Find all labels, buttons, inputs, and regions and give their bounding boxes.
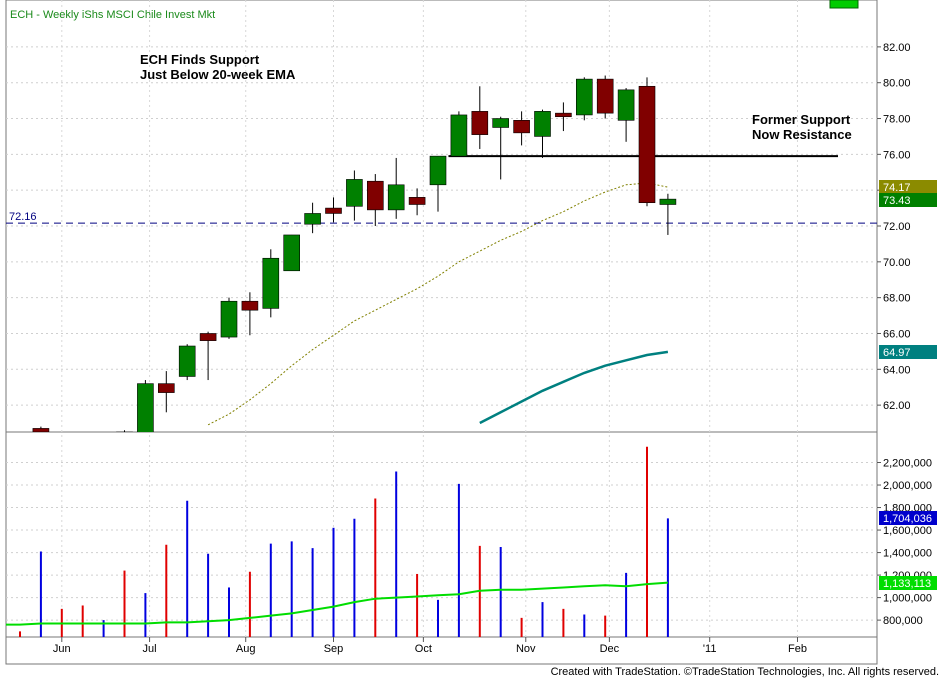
volume-tick-label: 2,200,000 — [883, 458, 932, 470]
candle-body — [387, 184, 405, 211]
annotation-resistance-line-2: Now Resistance — [752, 127, 852, 142]
candlestick-series — [12, 75, 677, 436]
price-tick-label: 78.00 — [883, 114, 911, 126]
ema-value-marker-label: 74.17 — [883, 182, 911, 194]
candle-body — [596, 78, 614, 114]
price-tick-label: 62.00 — [883, 400, 911, 412]
candle-body — [304, 213, 321, 225]
reference-line-label: 72.16 — [9, 211, 37, 223]
ema-value-marker-box — [879, 180, 937, 194]
candle-body — [178, 345, 196, 377]
candle-body — [575, 78, 593, 116]
volume-tick-label: 1,600,000 — [883, 525, 932, 537]
candle-body — [346, 179, 363, 207]
candle-body — [555, 112, 572, 118]
candle-body — [283, 234, 301, 272]
long-ma-value-marker-label: 64.97 — [883, 347, 911, 359]
candle-body — [366, 180, 384, 211]
candle-body — [32, 428, 50, 432]
candle-body — [137, 383, 154, 432]
price-tick-label: 80.00 — [883, 78, 911, 90]
candle-body — [408, 197, 426, 205]
candle-body — [220, 300, 238, 338]
time-tick-label: Dec — [600, 643, 620, 655]
long-ma-value-marker-box — [879, 345, 937, 359]
volume-tick-label: 1,000,000 — [883, 593, 932, 605]
candle-body — [617, 89, 635, 121]
price-tick-label: 64.00 — [883, 364, 911, 376]
candle-body — [199, 333, 217, 341]
annotation-support-line-2: Just Below 20-week EMA — [140, 67, 296, 82]
price-tick-label: 70.00 — [883, 257, 911, 269]
last-volume-marker-label: 1,704,036 — [883, 513, 932, 525]
top-marker-tab — [829, 0, 859, 9]
time-tick-label: Oct — [415, 643, 432, 655]
long-moving-average-line — [479, 350, 669, 425]
time-gridlines — [61, 0, 798, 637]
candle-body — [471, 111, 489, 135]
annotation-support-line-1: ECH Finds Support — [140, 52, 260, 67]
candle-body — [325, 207, 342, 214]
volume-tick-label: 800,000 — [883, 615, 923, 627]
candle-body — [429, 155, 447, 186]
time-tick-label: Feb — [788, 643, 807, 655]
time-tick-label: Jul — [143, 643, 157, 655]
candle-body — [659, 198, 677, 205]
price-tick-label: 66.00 — [883, 328, 911, 340]
candle-body — [262, 257, 280, 309]
price-tick-label: 72.00 — [883, 221, 911, 233]
volume-gridlines — [6, 462, 877, 621]
candle-body — [513, 120, 530, 134]
time-tick-label: '11 — [703, 643, 717, 655]
candle-body — [534, 111, 551, 137]
price-tick-label: 76.00 — [883, 149, 911, 161]
last-price-marker-label: 73.43 — [883, 195, 911, 207]
volume-average-line — [6, 581, 668, 626]
volume-series — [6, 446, 669, 637]
time-tick-label: Sep — [324, 643, 344, 655]
candle-body — [450, 114, 468, 157]
time-tick-label: Aug — [236, 643, 256, 655]
candle-body — [492, 118, 510, 128]
time-tick-label: Jun — [53, 643, 71, 655]
candle-body — [75, 434, 91, 436]
volume-tick-label: 1,400,000 — [883, 548, 932, 560]
volume-average-marker-box — [879, 576, 937, 590]
chart-title: ECH - Weekly iShs MSCI Chile Invest Mkt — [10, 9, 216, 21]
last-price-marker-box — [879, 193, 937, 207]
candle-body — [638, 85, 656, 204]
volume-average-marker-label: 1,133,113 — [883, 578, 931, 590]
candle-body — [12, 434, 28, 436]
plot-border — [5, 0, 878, 665]
annotation-resistance-line-1: Former Support — [752, 112, 851, 127]
price-overlays — [6, 155, 877, 426]
annotation-support: ECH Finds Support Just Below 20-week EMA — [140, 52, 295, 82]
copyright-credit: Created with TradeStation. ©TradeStation… — [550, 666, 939, 678]
time-axis-labels: Jun Jul Aug Sep Oct Nov Dec '11 Feb — [53, 637, 807, 655]
candle-body — [241, 300, 259, 311]
annotation-resistance: Former Support Now Resistance — [752, 112, 852, 142]
price-tick-label: 68.00 — [883, 293, 911, 305]
ema-20-week-line — [207, 182, 668, 426]
time-tick-label: Nov — [516, 643, 536, 655]
last-volume-marker-box — [879, 511, 937, 525]
price-tick-label: 82.00 — [883, 42, 911, 54]
candle-body — [158, 383, 175, 393]
price-gridlines — [6, 46, 877, 406]
volume-axis-labels: 2,200,0002,000,0001,800,0001,600,0001,40… — [877, 458, 932, 627]
candle-body — [96, 434, 112, 436]
volume-tick-label: 2,000,000 — [883, 480, 932, 492]
